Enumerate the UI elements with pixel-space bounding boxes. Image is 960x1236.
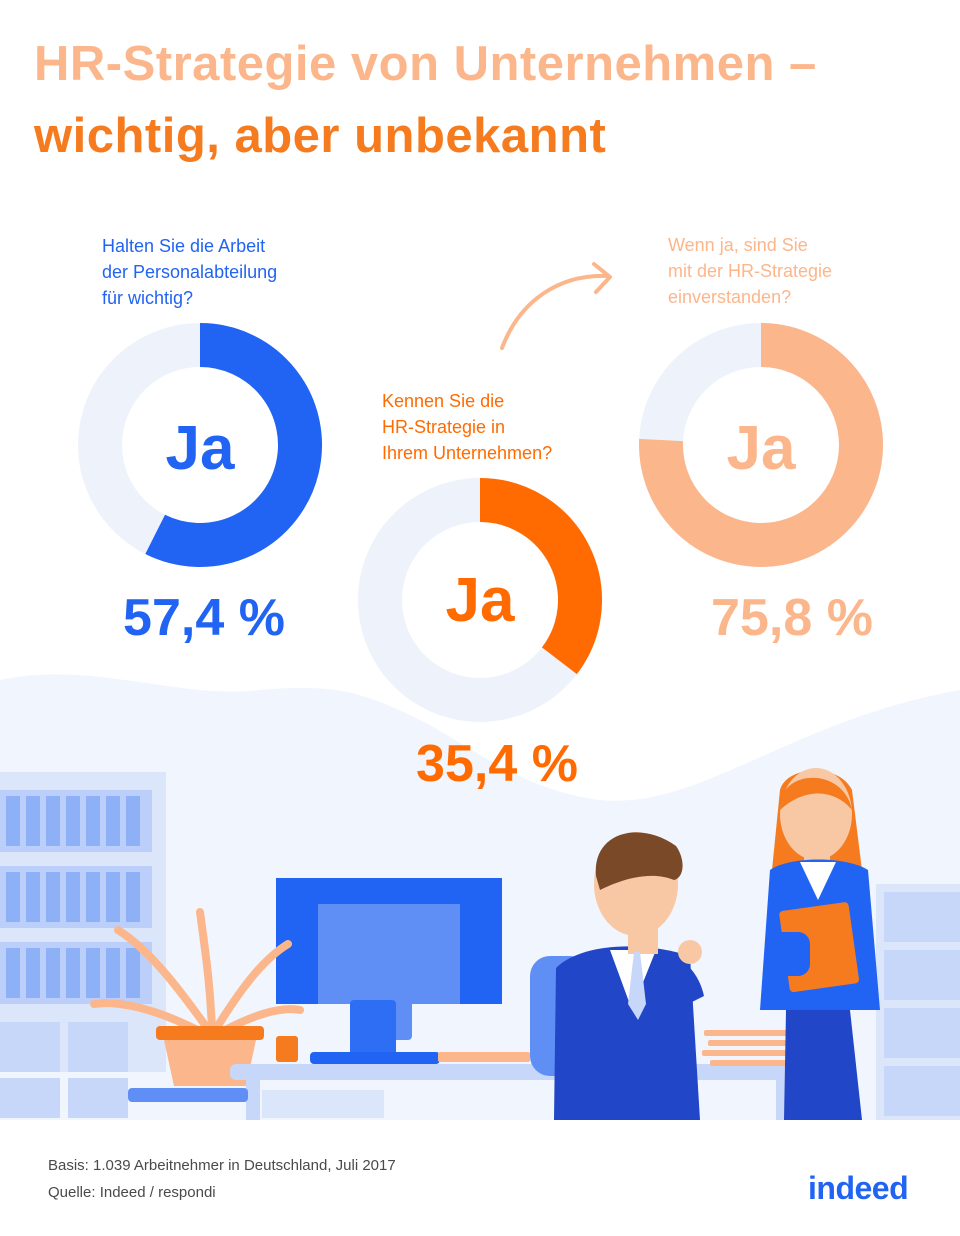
mug-icon	[276, 1036, 298, 1062]
footer-quelle: Quelle: Indeed / respondi	[48, 1184, 216, 1201]
donut-3-arc	[639, 323, 883, 567]
donut-2-value: 35,4 %	[416, 735, 578, 793]
question-1: Halten Sie die Arbeit der Personalabteil…	[102, 236, 278, 308]
donut-2-arc	[479, 478, 602, 675]
donut-3-value: 75,8 %	[711, 589, 873, 647]
title-line-1: HR-Strategie von Unternehmen –	[34, 37, 817, 91]
question-2: Kennen Sie die HR-Strategie in Ihrem Unt…	[382, 391, 553, 463]
title-line-2: wichtig, aber unbekannt	[34, 109, 607, 163]
paper-stack	[702, 1030, 794, 1066]
donut-3-label: Ja	[726, 414, 796, 483]
file-cabinet	[876, 884, 960, 1120]
question-3: Wenn ja, sind Sie mit der HR-Strategie e…	[668, 235, 833, 307]
donut-1-label: Ja	[165, 414, 235, 483]
computer-monitor	[276, 878, 530, 1064]
indeed-logo: indeed	[808, 1170, 909, 1206]
donut-1-arc	[145, 323, 322, 567]
footer-basis: Basis: 1.039 Arbeitnehmer in Deutschland…	[48, 1157, 396, 1174]
woman-figure	[760, 768, 880, 1120]
bookshelf	[0, 772, 166, 1118]
donut-2-label: Ja	[445, 566, 515, 635]
plant	[90, 908, 304, 1086]
man-figure	[530, 832, 704, 1120]
donut-1-value: 57,4 %	[123, 589, 285, 647]
